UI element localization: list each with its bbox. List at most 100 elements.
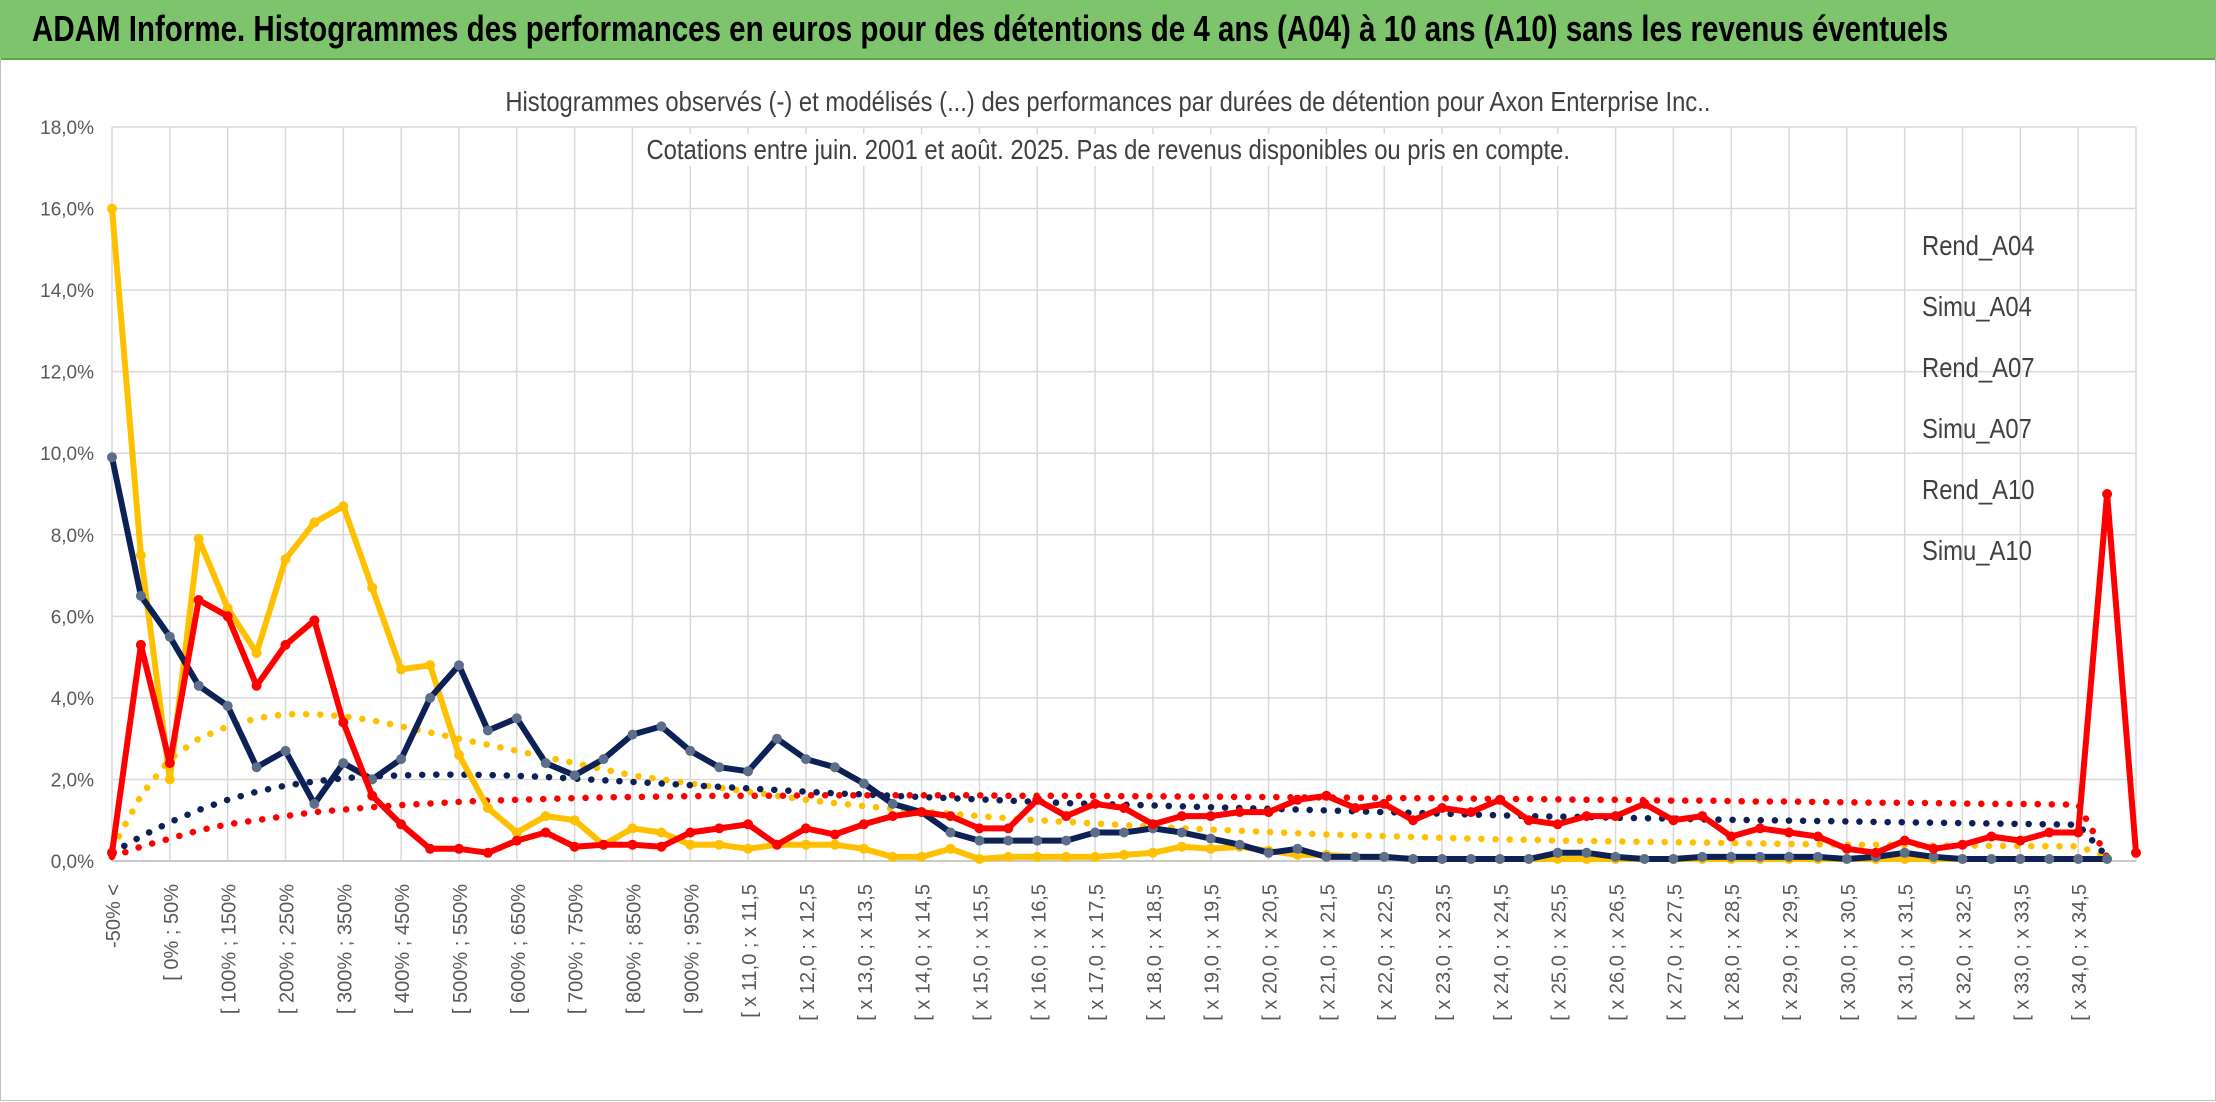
series-rend-a10-point (1147, 819, 1158, 830)
x-tick-label: [ x 30,0 ; x 30,5 (1838, 884, 1860, 1021)
y-tick-label: 18,0% (40, 118, 94, 139)
series-rend-a07-point (251, 762, 262, 773)
series-rend-a10-point (1726, 831, 1737, 842)
x-tick-label: [ x 32,0 ; x 32,5 (1954, 884, 1976, 1021)
series-rend-a10-point (164, 758, 175, 769)
series-rend-a04-point (280, 554, 291, 565)
x-tick-label: [ 900% ; 950% (681, 884, 703, 1014)
series-rend-a10-point (1668, 815, 1679, 826)
series-rend-a10-point (482, 847, 493, 858)
series-rend-a10-point (1639, 798, 1650, 809)
series-rend-a10-point (974, 823, 985, 834)
series-rend-a10-point (598, 839, 609, 850)
series-rend-a04-point (800, 839, 811, 850)
chart-series (107, 203, 2141, 864)
series-rend-a07-line (109, 456, 2108, 862)
series-rend-a10-point (1581, 811, 1592, 822)
series-rend-a10-point (193, 595, 204, 605)
page-title: ADAM Informe. Histogrammes des performan… (32, 8, 1949, 49)
series-rend-a10-point (1552, 819, 1563, 830)
legend-label: Simu_A10 (1922, 535, 2032, 566)
series-rend-a04-point (367, 582, 378, 593)
series-rend-a07-point (1841, 854, 1852, 864)
x-tick-label: [ 800% ; 850% (623, 884, 645, 1014)
x-tick-label: [ x 17,0 ; x 17,5 (1086, 884, 1108, 1021)
series-rend-a07-point (1726, 851, 1737, 862)
series-rend-a10-point (1841, 843, 1852, 854)
series-rend-a07-point (1639, 854, 1650, 864)
series-rend-a04-point (164, 774, 175, 785)
x-tick-label: [ 700% ; 750% (566, 884, 588, 1014)
series-rend-a10-point (222, 611, 233, 622)
series-rend-a10-point (2131, 847, 2141, 858)
legend-item-rend-a04: Rend_A04 (1840, 222, 2040, 283)
series-rend-a07-point (482, 725, 493, 736)
series-rend-a10-point (1812, 831, 1823, 842)
series-rend-a07-point (714, 762, 725, 773)
series-rend-a07-point (1119, 827, 1129, 838)
series-rend-a07-point (1928, 851, 1939, 862)
series-rend-a04-point (251, 648, 262, 658)
series-rend-a04-point (222, 603, 233, 614)
series-rend-a10-point (425, 843, 436, 854)
series-rend-a10-point (800, 823, 811, 834)
series-rend-a04-point (945, 843, 956, 854)
series-rend-a10-point (511, 835, 522, 846)
series-rend-a07-point (193, 680, 204, 691)
series-rend-a10-point (338, 717, 349, 728)
series-rend-a04-point (540, 811, 551, 822)
series-rend-a07-point (945, 827, 956, 838)
series-rend-a04-point (1147, 847, 1158, 858)
x-tick-label: [ x 18,0 ; x 18,5 (1144, 884, 1166, 1021)
series-rend-a10-point (2102, 489, 2113, 499)
series-rend-a07-point (1812, 851, 1823, 862)
y-tick-label: 0,0% (51, 852, 94, 873)
series-rend-a10-point (743, 819, 754, 830)
series-rend-a10-point (367, 790, 378, 801)
x-tick-label: [ x 33,0 ; x 33,5 (2011, 884, 2033, 1021)
header-banner: ADAM Informe. Histogrammes des performan… (0, 0, 2216, 60)
series-rend-a04-point (974, 854, 985, 864)
y-tick-label: 12,0% (40, 363, 94, 384)
series-rend-a10-point (714, 823, 725, 834)
series-rend-a07-point (2073, 854, 2084, 864)
x-tick-label: [ x 13,0 ; x 13,5 (855, 884, 877, 1021)
legend-label: Simu_A04 (1922, 291, 2032, 322)
x-tick-label: [ x 29,0 ; x 29,5 (1780, 884, 1802, 1021)
y-axis-ticks: 0,0% 2,0% 4,0% 6,0% 8,0% 10,0% 12,0% 14,0% 16,0%… (40, 118, 94, 873)
series-rend-a04-point (193, 533, 204, 544)
series-rend-a07-point (164, 631, 175, 642)
x-tick-label: [ x 28,0 ; x 28,5 (1722, 884, 1744, 1021)
series-rend-a04-point (685, 839, 696, 850)
series-rend-a04-point (107, 203, 117, 214)
series-rend-a07-point (107, 452, 117, 463)
series-rend-a10-point (1466, 807, 1476, 818)
series-rend-a10-point (251, 680, 262, 691)
series-rend-a10-point (685, 827, 696, 838)
x-tick-label: [ 200% ; 250% (276, 884, 298, 1014)
series-rend-a07-point (280, 745, 291, 756)
series-rend-a07-point (569, 770, 580, 781)
x-tick-label: [ 600% ; 650% (508, 884, 530, 1014)
series-rend-a07-point (1610, 851, 1621, 862)
legend-label: Rend_A10 (1922, 474, 2035, 505)
series-rend-a10-point (1408, 815, 1419, 826)
series-rend-a10-point (1350, 803, 1361, 813)
series-rend-a07-point (1552, 847, 1563, 858)
series-rend-a04-point (656, 827, 667, 838)
series-rend-a07-point (772, 733, 782, 744)
x-tick-label: [ x 24,0 ; x 24,5 (1491, 884, 1513, 1021)
series-rend-a07-point (1379, 851, 1390, 862)
series-rend-a07-point (1986, 854, 1997, 864)
series-rend-a07-point (1957, 854, 1968, 864)
series-rend-a07-point (1032, 835, 1043, 846)
series-rend-a10-point (1234, 807, 1245, 818)
series-rend-a10-point (2073, 827, 2084, 838)
series-rend-a04-point (135, 550, 146, 561)
y-tick-label: 2,0% (51, 770, 94, 791)
series-rend-a07-point (743, 766, 754, 777)
legend-item-simu-a04: Simu_A04 (1840, 283, 2040, 344)
series-rend-a07-point (338, 758, 349, 769)
series-rend-a07-point (1437, 854, 1448, 864)
x-tick-label: [ 300% ; 350% (334, 884, 356, 1014)
